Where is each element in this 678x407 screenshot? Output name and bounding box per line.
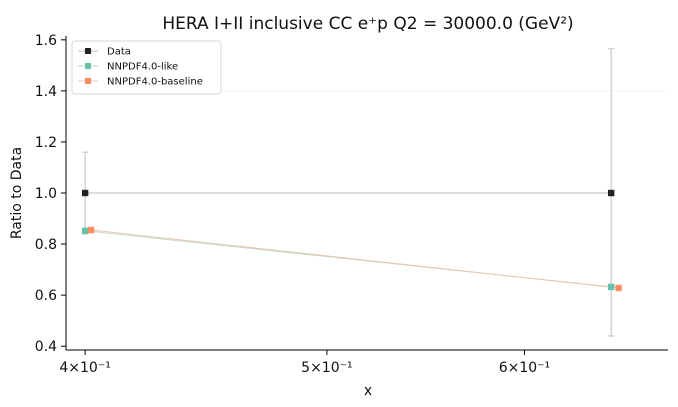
y-tick-label: 1.4 [35,84,57,100]
y-tick-label: 1.2 [35,135,57,151]
y-axis-label: Ratio to Data [9,147,25,239]
legend-label: NNPDF4.0-baseline [107,77,203,88]
y-tick-label: 1.6 [35,33,57,49]
legend-label: NNPDF4.0-like [107,62,178,73]
x-tick-label: 6×10⁻¹ [499,360,550,376]
y-tick-label: 1.0 [35,186,57,202]
data-point [81,227,89,234]
data-point [607,283,615,291]
y-tick-label: 0.6 [35,288,57,304]
series-lines [85,192,619,289]
y-tick-label: 0.4 [35,339,57,355]
data-point [81,189,89,197]
y-tick-label: 0.8 [35,237,57,253]
data-point [607,189,615,197]
legend-marker [85,78,91,84]
legend-label: Data [107,47,131,58]
data-point [615,284,622,292]
x-axis-label: x [364,383,372,399]
y-ticks: 0.4 0.6 0.8 1.0 1.2 1.4 1.6 [35,33,66,355]
x-ticks: 4×10⁻¹ 5×10⁻¹ 6×10⁻¹ [59,350,550,376]
legend-marker [85,63,91,69]
series-line [91,229,619,289]
chart-title: HERA I+II inclusive CC e⁺p Q2 = 30000.0 … [162,14,573,34]
data-point [87,226,95,234]
markers [81,189,622,292]
x-tick-label: 4×10⁻¹ [59,360,110,376]
x-tick-label: 5×10⁻¹ [301,360,352,376]
legend-marker [85,48,91,54]
legend-box [71,40,222,95]
legend: Data NNPDF4.0-like NNPDF4.0-baseline [71,40,222,95]
